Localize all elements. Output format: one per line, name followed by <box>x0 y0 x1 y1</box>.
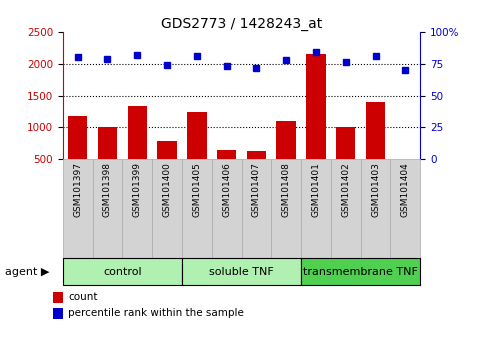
FancyBboxPatch shape <box>271 159 301 258</box>
FancyBboxPatch shape <box>212 159 242 258</box>
Text: count: count <box>69 292 98 302</box>
Text: GSM101408: GSM101408 <box>282 162 291 217</box>
Bar <box>306 54 326 191</box>
Bar <box>396 159 415 191</box>
Bar <box>68 116 87 191</box>
Bar <box>98 127 117 191</box>
FancyBboxPatch shape <box>331 159 361 258</box>
FancyBboxPatch shape <box>301 159 331 258</box>
FancyBboxPatch shape <box>63 159 93 258</box>
Text: agent ▶: agent ▶ <box>5 267 49 277</box>
FancyBboxPatch shape <box>361 159 390 258</box>
Bar <box>336 127 355 191</box>
Bar <box>128 107 147 191</box>
Text: GSM101403: GSM101403 <box>371 162 380 217</box>
Text: GSM101402: GSM101402 <box>341 162 350 217</box>
FancyBboxPatch shape <box>182 159 212 258</box>
Bar <box>366 102 385 191</box>
Title: GDS2773 / 1428243_at: GDS2773 / 1428243_at <box>161 17 322 31</box>
FancyBboxPatch shape <box>93 159 122 258</box>
Text: GSM101399: GSM101399 <box>133 162 142 217</box>
Bar <box>157 141 177 191</box>
Text: percentile rank within the sample: percentile rank within the sample <box>69 308 244 318</box>
Text: transmembrane TNF: transmembrane TNF <box>303 267 418 277</box>
FancyBboxPatch shape <box>390 159 420 258</box>
Bar <box>247 151 266 191</box>
FancyBboxPatch shape <box>182 258 301 285</box>
Text: GSM101405: GSM101405 <box>192 162 201 217</box>
FancyBboxPatch shape <box>63 258 182 285</box>
Text: GSM101404: GSM101404 <box>401 162 410 217</box>
FancyBboxPatch shape <box>122 159 152 258</box>
Text: GSM101400: GSM101400 <box>163 162 171 217</box>
Text: GSM101397: GSM101397 <box>73 162 82 217</box>
Bar <box>53 308 63 319</box>
FancyBboxPatch shape <box>152 159 182 258</box>
Text: soluble TNF: soluble TNF <box>209 267 274 277</box>
Bar <box>187 112 207 191</box>
Text: GSM101401: GSM101401 <box>312 162 320 217</box>
Bar <box>53 292 63 303</box>
FancyBboxPatch shape <box>242 159 271 258</box>
Text: GSM101398: GSM101398 <box>103 162 112 217</box>
Text: control: control <box>103 267 142 277</box>
FancyBboxPatch shape <box>301 258 420 285</box>
Text: GSM101407: GSM101407 <box>252 162 261 217</box>
Bar <box>276 121 296 191</box>
Text: GSM101406: GSM101406 <box>222 162 231 217</box>
Bar <box>217 150 236 191</box>
